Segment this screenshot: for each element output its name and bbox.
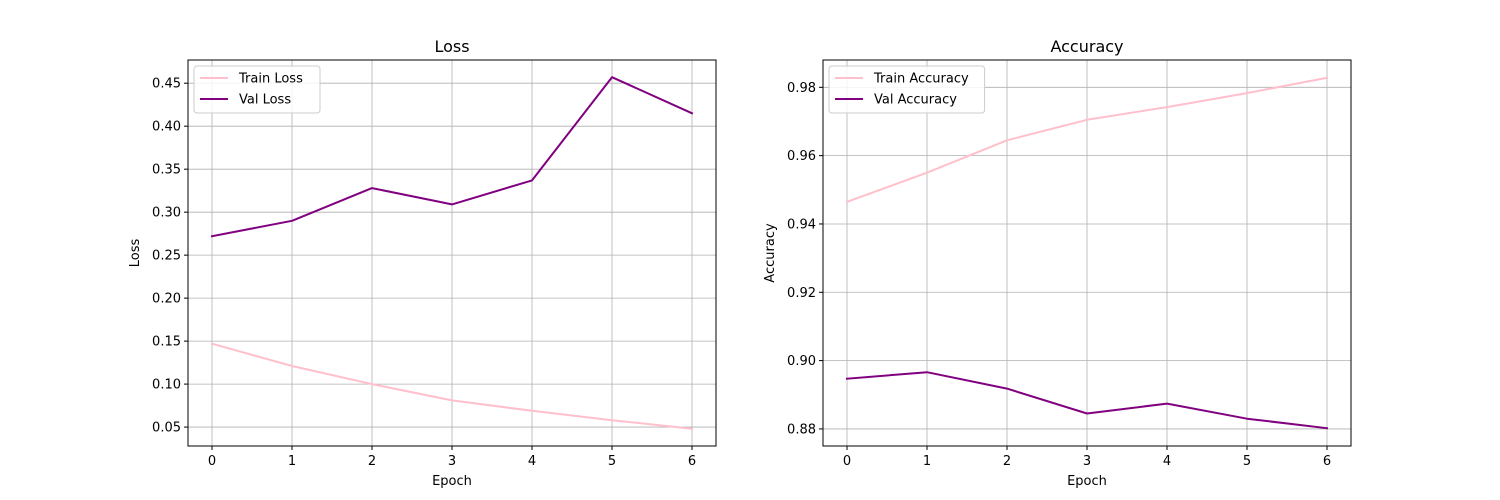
- y-axis-label: Accuracy: [763, 223, 778, 283]
- y-tick-label: 0.40: [152, 120, 181, 135]
- x-axis-label: Epoch: [432, 474, 472, 489]
- y-axis-label: Loss: [128, 239, 143, 268]
- plot-frame: [187, 59, 717, 447]
- y-tick-label: 0.88: [787, 422, 816, 437]
- y-tick-label: 0.25: [152, 249, 181, 264]
- y-tick-label: 0.96: [787, 149, 816, 164]
- series-line-train-accuracy: [845, 76, 1329, 204]
- y-tick-label: 0.92: [787, 286, 816, 301]
- y-tick-label: 0.20: [152, 292, 181, 307]
- plot-frame: [822, 59, 1352, 447]
- legend: Train Loss Val Loss: [193, 65, 321, 114]
- y-tick-label: 0.35: [152, 163, 181, 178]
- x-axis-label: Epoch: [1067, 474, 1107, 489]
- series-line-train-loss: [210, 342, 694, 430]
- x-tick-label: 2: [368, 454, 376, 469]
- y-tick-label: 0.98: [787, 81, 816, 96]
- x-tick-label: 3: [448, 454, 456, 469]
- x-tick-label: 6: [688, 454, 696, 469]
- x-tick-label: 2: [1003, 454, 1011, 469]
- x-tick-label: 6: [1323, 454, 1331, 469]
- legend-label: Train Accuracy: [873, 72, 969, 87]
- x-tick-label: 0: [843, 454, 851, 469]
- y-tick-label: 0.45: [152, 77, 181, 92]
- series-line-val-loss: [210, 76, 694, 238]
- x-tick-label: 3: [1083, 454, 1091, 469]
- x-tick-label: 4: [528, 454, 536, 469]
- x-tick-label: 4: [1163, 454, 1171, 469]
- x-tick-label: 5: [608, 454, 616, 469]
- x-tick-label: 0: [208, 454, 216, 469]
- legend-label: Train Loss: [238, 72, 303, 87]
- chart-title: Accuracy: [1050, 37, 1123, 56]
- x-tick-label: 1: [288, 454, 296, 469]
- legend: Train Accuracy Val Accuracy: [828, 65, 986, 114]
- y-tick-label: 0.94: [787, 217, 816, 232]
- y-tick-label: 0.15: [152, 335, 181, 350]
- chart-1: 0 1 2 3 4 5 6 0.88 0.90 0.92 0.94 0.96 0.98 Accuracy E…: [763, 37, 1352, 489]
- legend-label: Val Loss: [239, 93, 291, 108]
- y-tick-label: 0.10: [152, 378, 181, 393]
- y-tick-label: 0.05: [152, 421, 181, 436]
- legend-box: [828, 65, 986, 114]
- series-line-val-accuracy: [845, 371, 1329, 430]
- x-tick-label: 5: [1243, 454, 1251, 469]
- chart-0: 0 1 2 3 4 5 6 0.05 0.10 0.15 0.20 0.25 0.30 0.35 0.40 0…: [128, 37, 717, 489]
- y-tick-label: 0.90: [787, 354, 816, 369]
- y-tick-label: 0.30: [152, 206, 181, 221]
- chart-title: Loss: [434, 37, 469, 56]
- x-tick-label: 1: [923, 454, 931, 469]
- legend-label: Val Accuracy: [874, 93, 957, 108]
